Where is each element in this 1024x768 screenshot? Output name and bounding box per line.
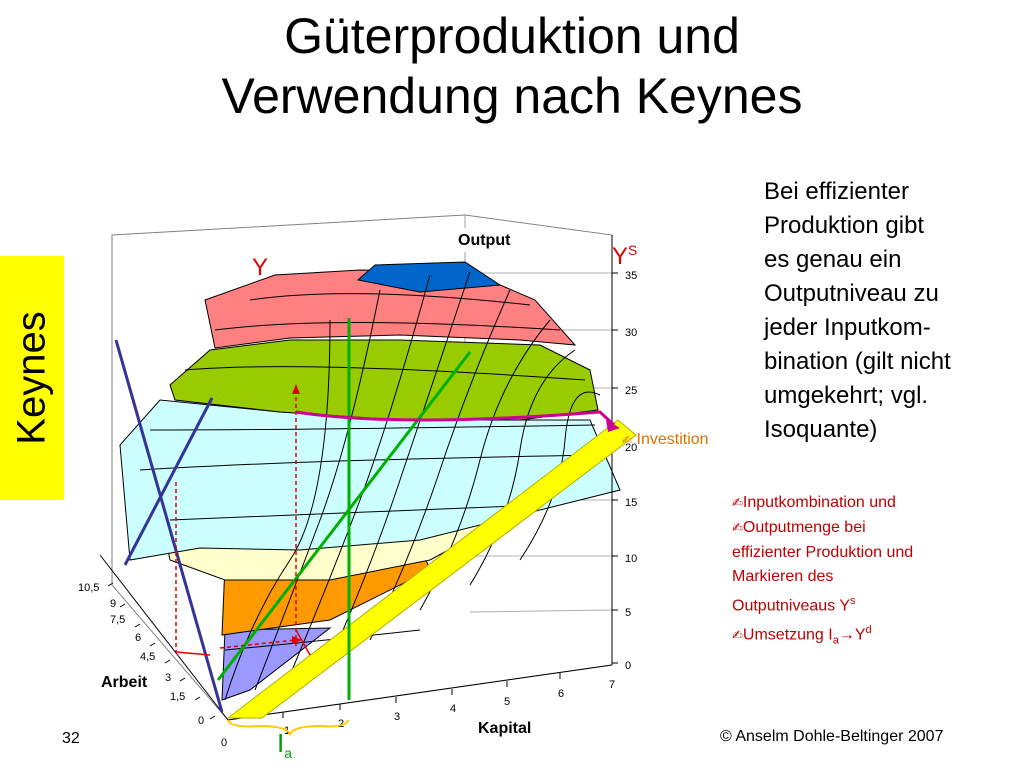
surface-band-1: [221, 627, 332, 701]
arbeit-axis: [99, 554, 229, 721]
kapital-axis: [227, 664, 613, 721]
kapital-tick-2: 2: [338, 718, 344, 730]
bullet-line: Markieren des: [732, 568, 834, 585]
arbeit-tick-4-5: 4,5: [140, 651, 155, 663]
kapital-tick-5: 5: [504, 696, 510, 708]
arbeit-tick-6: 6: [135, 632, 141, 644]
title-line-2: Verwendung nach Keynes: [221, 68, 803, 124]
kapital-tick-7: 7: [609, 679, 615, 691]
bullet-line: effizienter Produktion und: [732, 544, 914, 561]
red-arrow-up: [292, 384, 300, 394]
explanation-line: Produktion gibt: [764, 212, 925, 239]
output-tick-20: 20: [625, 442, 637, 454]
surface-band-5: [169, 339, 599, 421]
scroll-icon: ✍: [732, 628, 743, 644]
scroll-icon: ✍: [622, 433, 632, 447]
kapital-axis-ticks: [282, 673, 561, 718]
scroll-icon: ✍: [732, 521, 743, 536]
scroll-icon: ✍: [732, 496, 743, 511]
output-tick-5: 5: [625, 607, 631, 619]
label-ys: YS: [612, 242, 637, 270]
isoquant-arrow: [606, 420, 620, 432]
bullet-item: ✍Inputkombination und: [732, 494, 896, 511]
arbeit-tick-1-5: 1,5: [170, 691, 185, 703]
output-tick-25: 25: [625, 385, 637, 397]
sidebar-banner: Keynes: [0, 256, 64, 500]
arbeit-tick-7-5: 7,5: [110, 614, 125, 626]
surface-band-6: [204, 269, 577, 349]
output-tick-10: 10: [625, 553, 637, 565]
bullet-list: ✍Inputkombination und ✍Outputmenge bei e…: [732, 491, 992, 653]
arbeit-tick-0: 0: [198, 715, 204, 727]
blue-line-1: [114, 339, 224, 713]
bullet-line: Outputniveaus Ys: [732, 595, 856, 615]
arbeit-tick-9: 9: [110, 598, 116, 610]
kapital-tick-6: 6: [558, 688, 564, 700]
bullet-item: ✍Outputmenge bei: [732, 519, 866, 536]
output-tick-35: 35: [625, 270, 637, 282]
copyright-text: © Anselm Dohle-Beltinger 2007: [720, 728, 944, 745]
output-tick-30: 30: [625, 327, 637, 339]
explanation-line: umgekehrt; vgl.: [764, 382, 929, 409]
explanation-line: Outputniveau zu: [764, 280, 939, 307]
explanation-line: bination (gilt nicht: [764, 348, 951, 375]
blue-line-2: [123, 397, 214, 566]
output-axis-ticks: [612, 272, 618, 664]
kapital-tick-4: 4: [450, 703, 456, 715]
explanation-line: Isoquante): [764, 416, 878, 443]
investition-label: ✍ Investition: [622, 431, 709, 448]
explanation-text: Bei effizienter Produktion gibt es genau…: [764, 175, 1014, 447]
bullet-item: ✍Umsetzung Ia→Yd: [732, 624, 872, 647]
output-axis-label: Output: [458, 232, 511, 249]
explanation-line: es genau ein: [764, 246, 902, 273]
label-ia: Ia: [277, 728, 292, 761]
output-label-bg: [452, 228, 528, 252]
output-tick-0: 0: [625, 660, 631, 672]
explanation-line: jeder Inputkom-: [764, 314, 931, 341]
red-arrow-right: [292, 636, 302, 644]
output-tick-15: 15: [625, 497, 637, 509]
title-line-1: Güterproduktion und: [284, 8, 740, 64]
ia-brace: [227, 719, 349, 737]
slide-title: Güterproduktion und Verwendung nach Keyn…: [130, 6, 894, 126]
investment-plane: [226, 419, 637, 719]
page-number: 32: [62, 730, 80, 747]
kapital-tick-3: 3: [394, 711, 400, 723]
green-diagonal-line: [216, 351, 472, 681]
arbeit-tick-3: 3: [165, 672, 171, 684]
kapital-tick-0: 0: [221, 737, 227, 749]
kapital-axis-label: Kapital: [478, 720, 531, 737]
explanation-line: Bei effizienter: [764, 178, 909, 205]
red-guide-lines: [175, 390, 311, 656]
arbeit-axis-ticks: [107, 582, 216, 720]
surface-mesh: [139, 271, 601, 701]
isoquant-line: [295, 410, 616, 427]
arbeit-tick-10-5: 10,5: [78, 582, 99, 594]
label-y: Y: [252, 254, 268, 281]
arbeit-axis-label: Arbeit: [101, 674, 148, 691]
